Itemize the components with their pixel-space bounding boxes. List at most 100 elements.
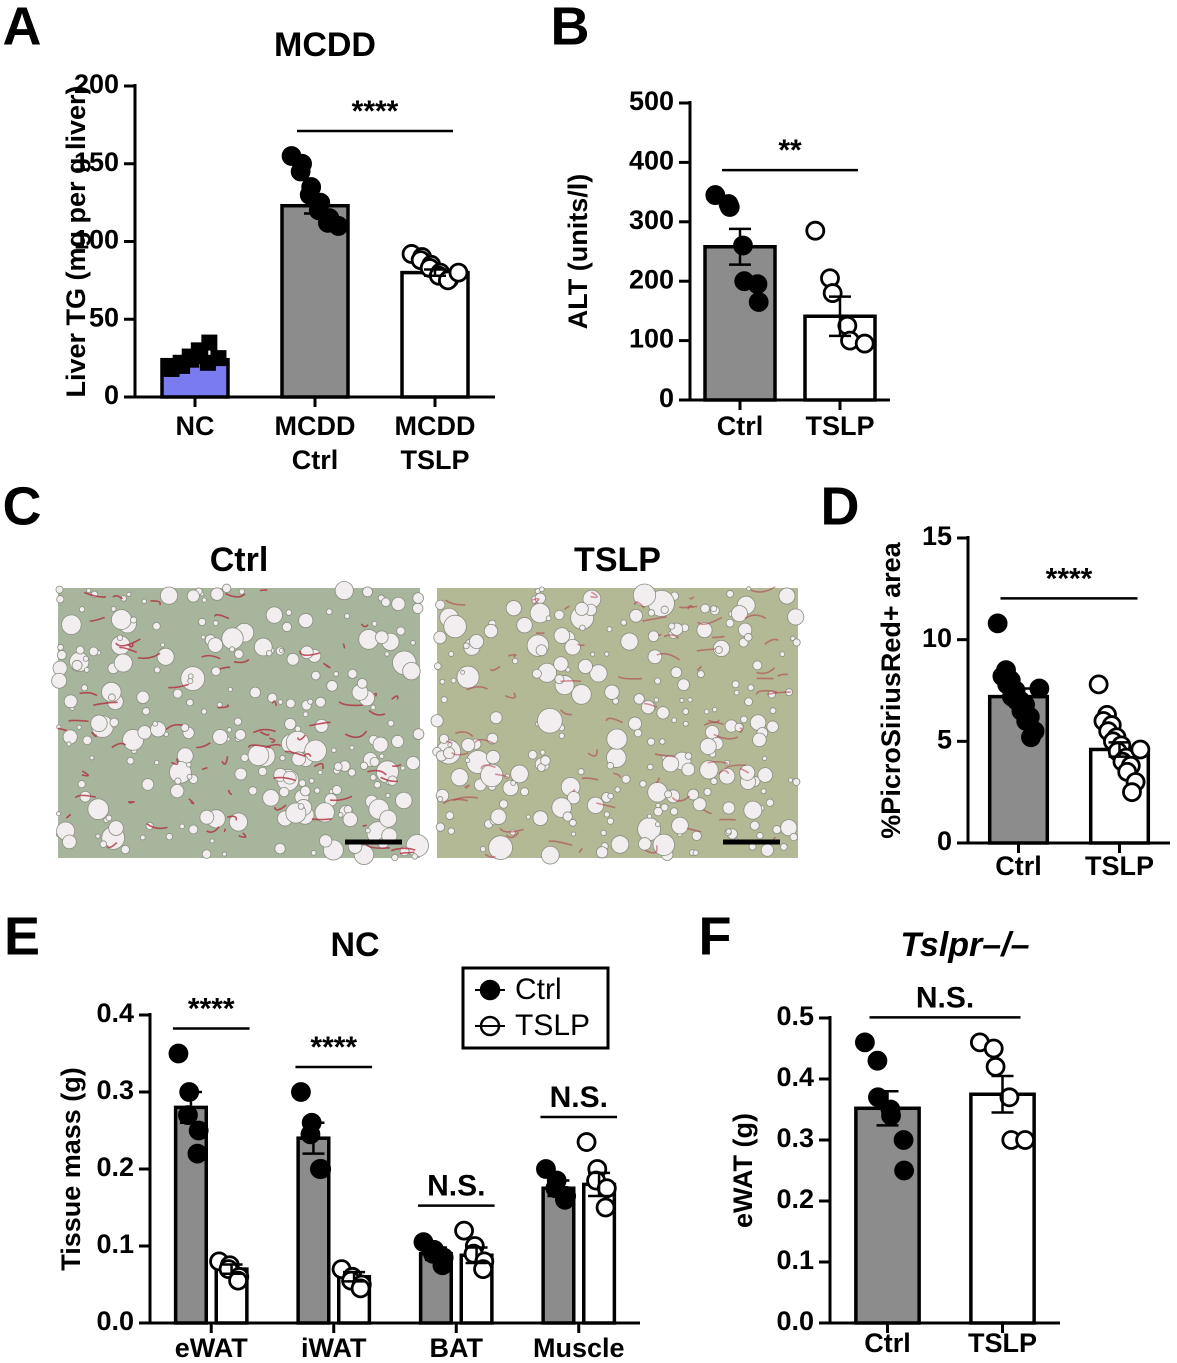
data-point bbox=[228, 1270, 248, 1291]
vacuole bbox=[356, 678, 368, 689]
vacuole bbox=[384, 651, 390, 657]
vacuole bbox=[265, 606, 283, 624]
vacuole bbox=[412, 602, 424, 614]
collagen-strand bbox=[564, 605, 570, 610]
vacuole bbox=[226, 727, 233, 733]
vacuole bbox=[668, 622, 676, 630]
collagen-strand bbox=[344, 730, 368, 739]
vacuole bbox=[747, 684, 755, 692]
collagen-strand bbox=[392, 763, 402, 767]
y-tick-label: 0.2 bbox=[776, 1184, 814, 1214]
vacuole bbox=[90, 714, 108, 732]
significance-label: **** bbox=[188, 992, 235, 1025]
vacuole bbox=[201, 849, 212, 859]
error-bar bbox=[220, 1263, 243, 1275]
histology-image bbox=[51, 581, 429, 865]
vacuole bbox=[86, 588, 92, 594]
vacuole bbox=[596, 846, 609, 859]
vacuole bbox=[606, 626, 613, 633]
vacuole bbox=[499, 799, 509, 809]
vacuole bbox=[326, 680, 338, 692]
y-tick-label: 0 bbox=[659, 383, 674, 413]
y-axis-label: %PicroSiriusRed+ area bbox=[876, 541, 906, 838]
vacuole bbox=[279, 754, 286, 762]
vacuole bbox=[116, 634, 124, 641]
collagen-strand bbox=[703, 721, 724, 726]
data-point bbox=[881, 1105, 901, 1126]
error-bar bbox=[829, 295, 851, 338]
vacuole bbox=[628, 716, 642, 731]
collagen-strand bbox=[206, 826, 220, 833]
error-bar bbox=[304, 196, 326, 215]
vacuole bbox=[56, 811, 62, 817]
chart-title: NC bbox=[330, 926, 379, 964]
vacuole bbox=[787, 608, 805, 626]
error-bar bbox=[588, 1171, 611, 1198]
collagen-strand bbox=[128, 800, 135, 804]
vacuole bbox=[647, 763, 654, 771]
vacuole bbox=[372, 736, 389, 753]
vacuole bbox=[714, 645, 723, 654]
data-point bbox=[448, 262, 469, 283]
vacuole bbox=[571, 831, 577, 837]
x-tick-label: Muscle bbox=[533, 1333, 625, 1363]
collagen-strand bbox=[367, 769, 387, 776]
vacuole bbox=[437, 796, 444, 803]
vacuole bbox=[490, 808, 507, 825]
vacuole bbox=[440, 696, 448, 704]
collagen-strand bbox=[365, 843, 391, 849]
vacuole bbox=[152, 621, 161, 631]
vacuole bbox=[469, 634, 484, 650]
vacuole bbox=[647, 630, 660, 642]
vacuole bbox=[395, 791, 413, 810]
vacuole bbox=[308, 777, 315, 784]
vacuole bbox=[654, 821, 661, 828]
collagen-strand bbox=[504, 692, 516, 699]
vacuole bbox=[188, 824, 199, 835]
collagen-strand bbox=[613, 772, 622, 778]
collagen-strand bbox=[57, 727, 68, 732]
vacuole bbox=[722, 801, 736, 815]
vacuole bbox=[310, 850, 317, 856]
error-bar bbox=[343, 1270, 366, 1283]
collagen-strand bbox=[711, 635, 725, 639]
vacuole bbox=[249, 686, 261, 699]
vacuole bbox=[349, 745, 355, 751]
data-point bbox=[187, 1143, 208, 1164]
collagen-strand bbox=[225, 592, 246, 598]
vacuole bbox=[212, 729, 228, 745]
vacuole bbox=[430, 714, 444, 728]
vacuole bbox=[772, 825, 782, 835]
vacuole bbox=[681, 762, 696, 777]
panel-label: B bbox=[551, 0, 590, 56]
vacuole bbox=[606, 817, 615, 825]
vacuole bbox=[391, 596, 406, 612]
vacuole bbox=[510, 764, 529, 784]
vacuole bbox=[238, 588, 245, 595]
data-point bbox=[290, 161, 311, 182]
vacuole bbox=[137, 725, 152, 740]
vacuole bbox=[174, 777, 182, 785]
data-point bbox=[987, 613, 1008, 634]
vacuole bbox=[652, 833, 675, 856]
vacuole bbox=[589, 664, 608, 683]
vacuole bbox=[779, 843, 788, 851]
vacuole bbox=[156, 647, 175, 666]
vacuole bbox=[56, 650, 67, 660]
vacuole bbox=[660, 605, 669, 614]
vacuole bbox=[433, 630, 447, 645]
vacuole bbox=[529, 602, 551, 624]
vacuole bbox=[633, 728, 643, 738]
vacuole bbox=[705, 725, 720, 740]
collagen-strand bbox=[362, 824, 367, 827]
vacuole bbox=[696, 622, 713, 639]
x-tick-label: Ctrl bbox=[995, 851, 1042, 881]
significance-label: N.S. bbox=[916, 981, 974, 1014]
y-tick-label: 0.3 bbox=[776, 1123, 814, 1153]
vacuole bbox=[402, 661, 421, 681]
vacuole bbox=[757, 767, 773, 783]
vacuole bbox=[333, 671, 339, 677]
vacuole bbox=[752, 732, 767, 748]
collagen-strand bbox=[671, 795, 691, 802]
vacuole bbox=[62, 834, 77, 850]
